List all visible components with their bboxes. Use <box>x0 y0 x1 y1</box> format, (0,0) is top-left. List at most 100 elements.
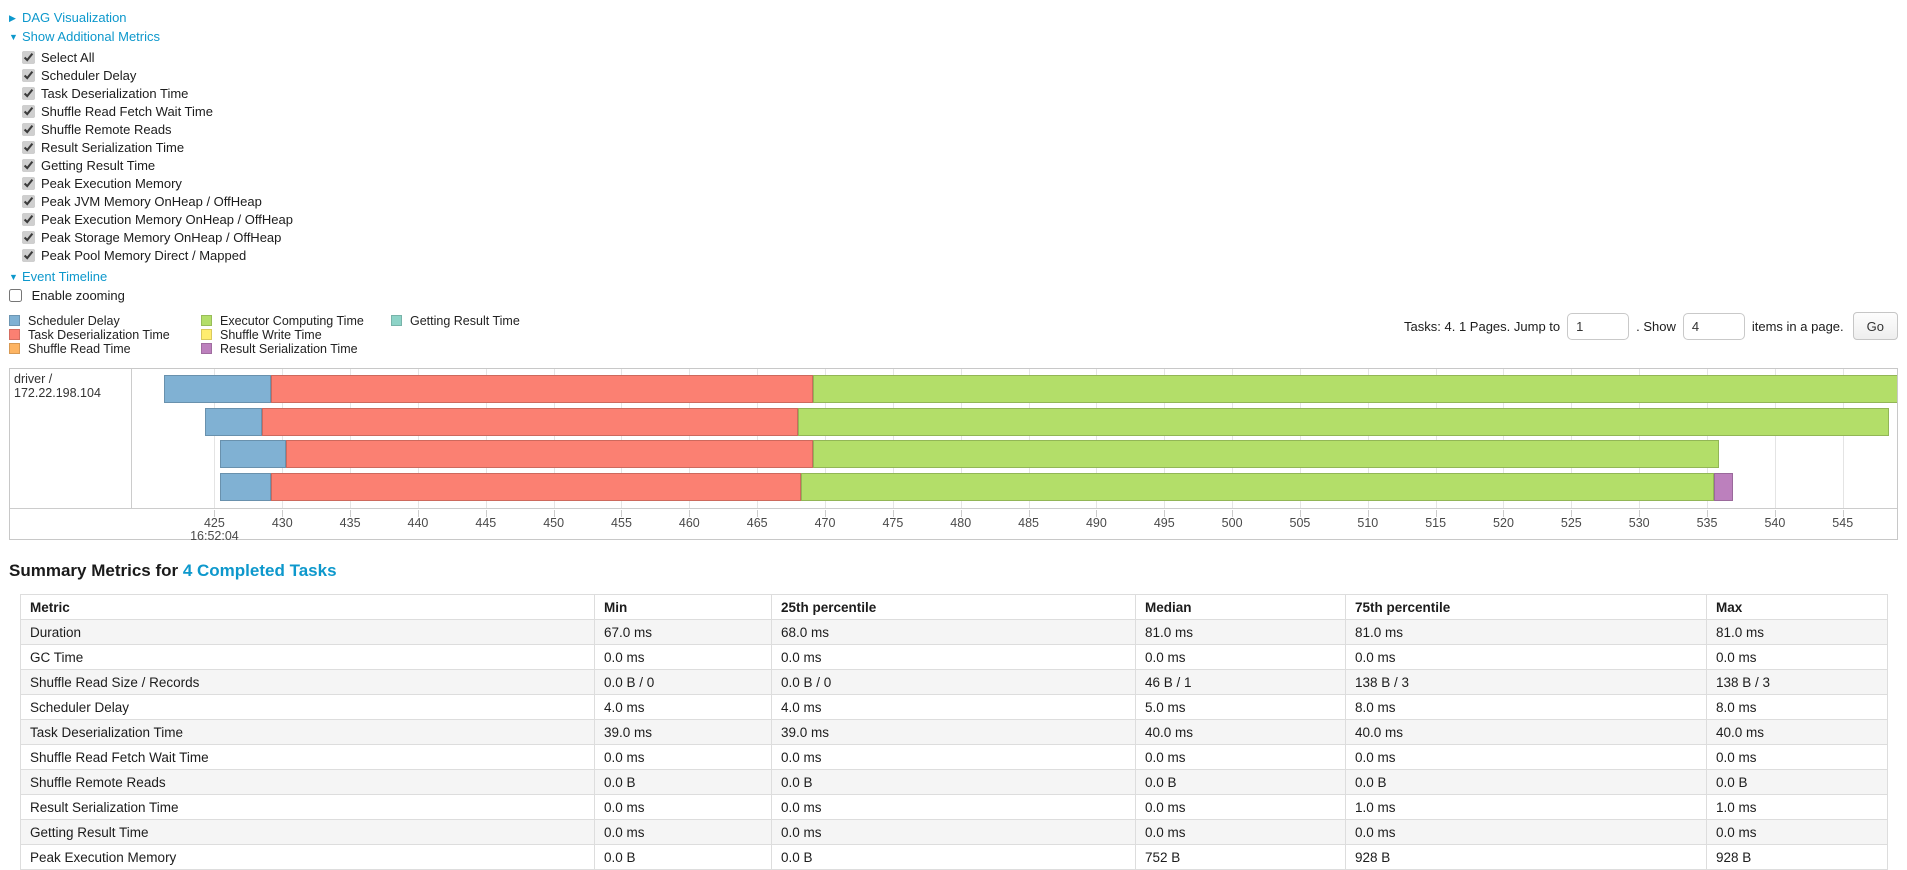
pagination-show-text: . Show <box>1636 318 1676 334</box>
table-cell: 0.0 ms <box>771 794 1136 820</box>
event-timeline-label: Event Timeline <box>22 269 108 284</box>
table-cell: 0.0 ms <box>1135 644 1346 670</box>
gridline <box>1435 369 1437 508</box>
task-segment-executor-computing-time[interactable] <box>797 407 1889 436</box>
metric-checkbox-label: Shuffle Read Fetch Wait Time <box>41 104 213 119</box>
table-cell: Duration <box>20 619 595 645</box>
table-column-header: Max <box>1706 594 1888 620</box>
metric-checkbox-item: Peak Pool Memory Direct / Mapped <box>22 247 1898 265</box>
metric-checkbox[interactable] <box>22 213 35 226</box>
task-segment-scheduler-delay[interactable] <box>219 472 272 501</box>
axis-tick-label: 435 <box>339 516 361 530</box>
metric-checkbox-item: Shuffle Remote Reads <box>22 121 1898 139</box>
metric-checkbox-item: Peak Storage Memory OnHeap / OffHeap <box>22 229 1898 247</box>
go-button[interactable]: Go <box>1852 312 1898 340</box>
metric-checkbox-item: Shuffle Read Fetch Wait Time <box>22 103 1898 121</box>
metric-checkbox[interactable] <box>22 231 35 244</box>
table-cell: Scheduler Delay <box>20 694 595 720</box>
metric-checkbox-item: Getting Result Time <box>22 157 1898 175</box>
table-cell: 8.0 ms <box>1345 694 1707 720</box>
table-cell: Peak Execution Memory <box>20 844 595 870</box>
metric-checkbox[interactable] <box>22 51 35 64</box>
table-row: Peak Execution Memory 0.0 B 0.0 B 752 B 928 … <box>20 844 1888 870</box>
gridline <box>1299 369 1301 508</box>
gridline <box>417 369 419 508</box>
metric-checkbox-label: Peak JVM Memory OnHeap / OffHeap <box>41 194 262 209</box>
table-cell: Result Serialization Time <box>20 794 595 820</box>
legend-item: Scheduler Delay <box>9 314 201 328</box>
task-timeline-row <box>133 375 1897 403</box>
show-additional-metrics-label: Show Additional Metrics <box>22 29 161 44</box>
table-row: Task Deserialization Time 39.0 ms 39.0 ms 4… <box>20 719 1888 745</box>
metric-checkbox[interactable] <box>22 177 35 190</box>
show-additional-metrics-toggle[interactable]: ▼ Show Additional Metrics <box>9 27 1898 46</box>
metric-checkbox[interactable] <box>22 141 35 154</box>
metric-checkbox[interactable] <box>22 105 35 118</box>
items-per-page-input[interactable] <box>1682 312 1745 340</box>
jump-to-page-input[interactable] <box>1567 312 1630 340</box>
task-segment-task-deserialization-time[interactable] <box>271 472 801 501</box>
legend-swatch-result-serialization-time <box>201 343 212 354</box>
table-cell: Getting Result Time <box>20 819 595 845</box>
task-segment-result-serialization-time[interactable] <box>1713 472 1733 501</box>
axis-tick <box>1096 510 1098 517</box>
event-timeline-toggle[interactable]: ▼ Event Timeline <box>9 267 1898 286</box>
table-cell: 4.0 ms <box>771 694 1136 720</box>
task-segment-executor-computing-time[interactable] <box>812 375 1897 403</box>
timeline-plot-area[interactable] <box>133 369 1897 508</box>
axis-tick <box>1774 510 1776 517</box>
axis-tick-label: 510 <box>1357 516 1379 530</box>
enable-zooming-checkbox[interactable] <box>9 289 22 302</box>
axis-tick <box>1028 510 1030 517</box>
completed-tasks-link[interactable]: 4 Completed Tasks <box>182 561 337 580</box>
task-segment-scheduler-delay[interactable] <box>219 440 287 468</box>
axis-tick <box>485 510 487 517</box>
metric-checkbox[interactable] <box>22 159 35 172</box>
gridline <box>689 369 691 508</box>
task-segment-task-deserialization-time[interactable] <box>261 407 798 436</box>
table-column-header: 25th percentile <box>771 594 1136 620</box>
legend-item: Getting Result Time <box>391 314 520 328</box>
table-cell: 0.0 ms <box>1706 819 1888 845</box>
metric-checkbox[interactable] <box>22 87 35 100</box>
gridline <box>1774 369 1776 508</box>
table-cell: Shuffle Read Size / Records <box>20 669 595 695</box>
metric-checkbox[interactable] <box>22 123 35 136</box>
axis-tick-label: 430 <box>271 516 293 530</box>
legend-swatch-scheduler-delay <box>9 315 20 326</box>
legend-label: Scheduler Delay <box>28 314 120 328</box>
axis-tick-label: 480 <box>950 516 972 530</box>
axis-tick-label: 450 <box>543 516 565 530</box>
task-segment-scheduler-delay[interactable] <box>164 375 272 403</box>
table-cell: 0.0 ms <box>1706 644 1888 670</box>
task-segment-executor-computing-time[interactable] <box>812 440 1720 468</box>
task-segment-scheduler-delay[interactable] <box>204 407 262 436</box>
axis-tick-label: 425 <box>203 516 225 530</box>
dag-visualization-toggle[interactable]: ▶ DAG Visualization <box>9 8 1898 27</box>
axis-tick-label: 485 <box>1018 516 1039 530</box>
axis-tick-label: 520 <box>1493 516 1514 530</box>
table-cell: 81.0 ms <box>1345 619 1707 645</box>
metric-checkbox[interactable] <box>22 249 35 262</box>
legend-swatch-shuffle-read-time <box>9 343 20 354</box>
table-cell: 0.0 B <box>771 844 1136 870</box>
axis-tick-label: 545 <box>1832 516 1854 530</box>
legend-item: Result Serialization Time <box>201 342 391 356</box>
task-segment-task-deserialization-time[interactable] <box>271 375 813 403</box>
table-cell: 0.0 ms <box>1135 819 1346 845</box>
metrics-checkbox-list: Select All Scheduler Delay Task Deserializ… <box>9 49 1898 265</box>
task-segment-executor-computing-time[interactable] <box>800 472 1714 501</box>
legend-item: Shuffle Read Time <box>9 342 201 356</box>
table-cell: 5.0 ms <box>1135 694 1346 720</box>
axis-tick <box>1435 510 1437 517</box>
table-cell: 0.0 ms <box>1706 744 1888 770</box>
table-cell: 0.0 B <box>594 769 772 795</box>
metric-checkbox-item: Scheduler Delay <box>22 67 1898 85</box>
task-segment-task-deserialization-time[interactable] <box>286 440 813 468</box>
metric-checkbox[interactable] <box>22 195 35 208</box>
legend-column: Executor Computing Time Shuffle Write Tim… <box>201 314 391 356</box>
metric-checkbox[interactable] <box>22 69 35 82</box>
axis-tick <box>417 510 419 517</box>
axis-tick <box>1639 510 1641 517</box>
